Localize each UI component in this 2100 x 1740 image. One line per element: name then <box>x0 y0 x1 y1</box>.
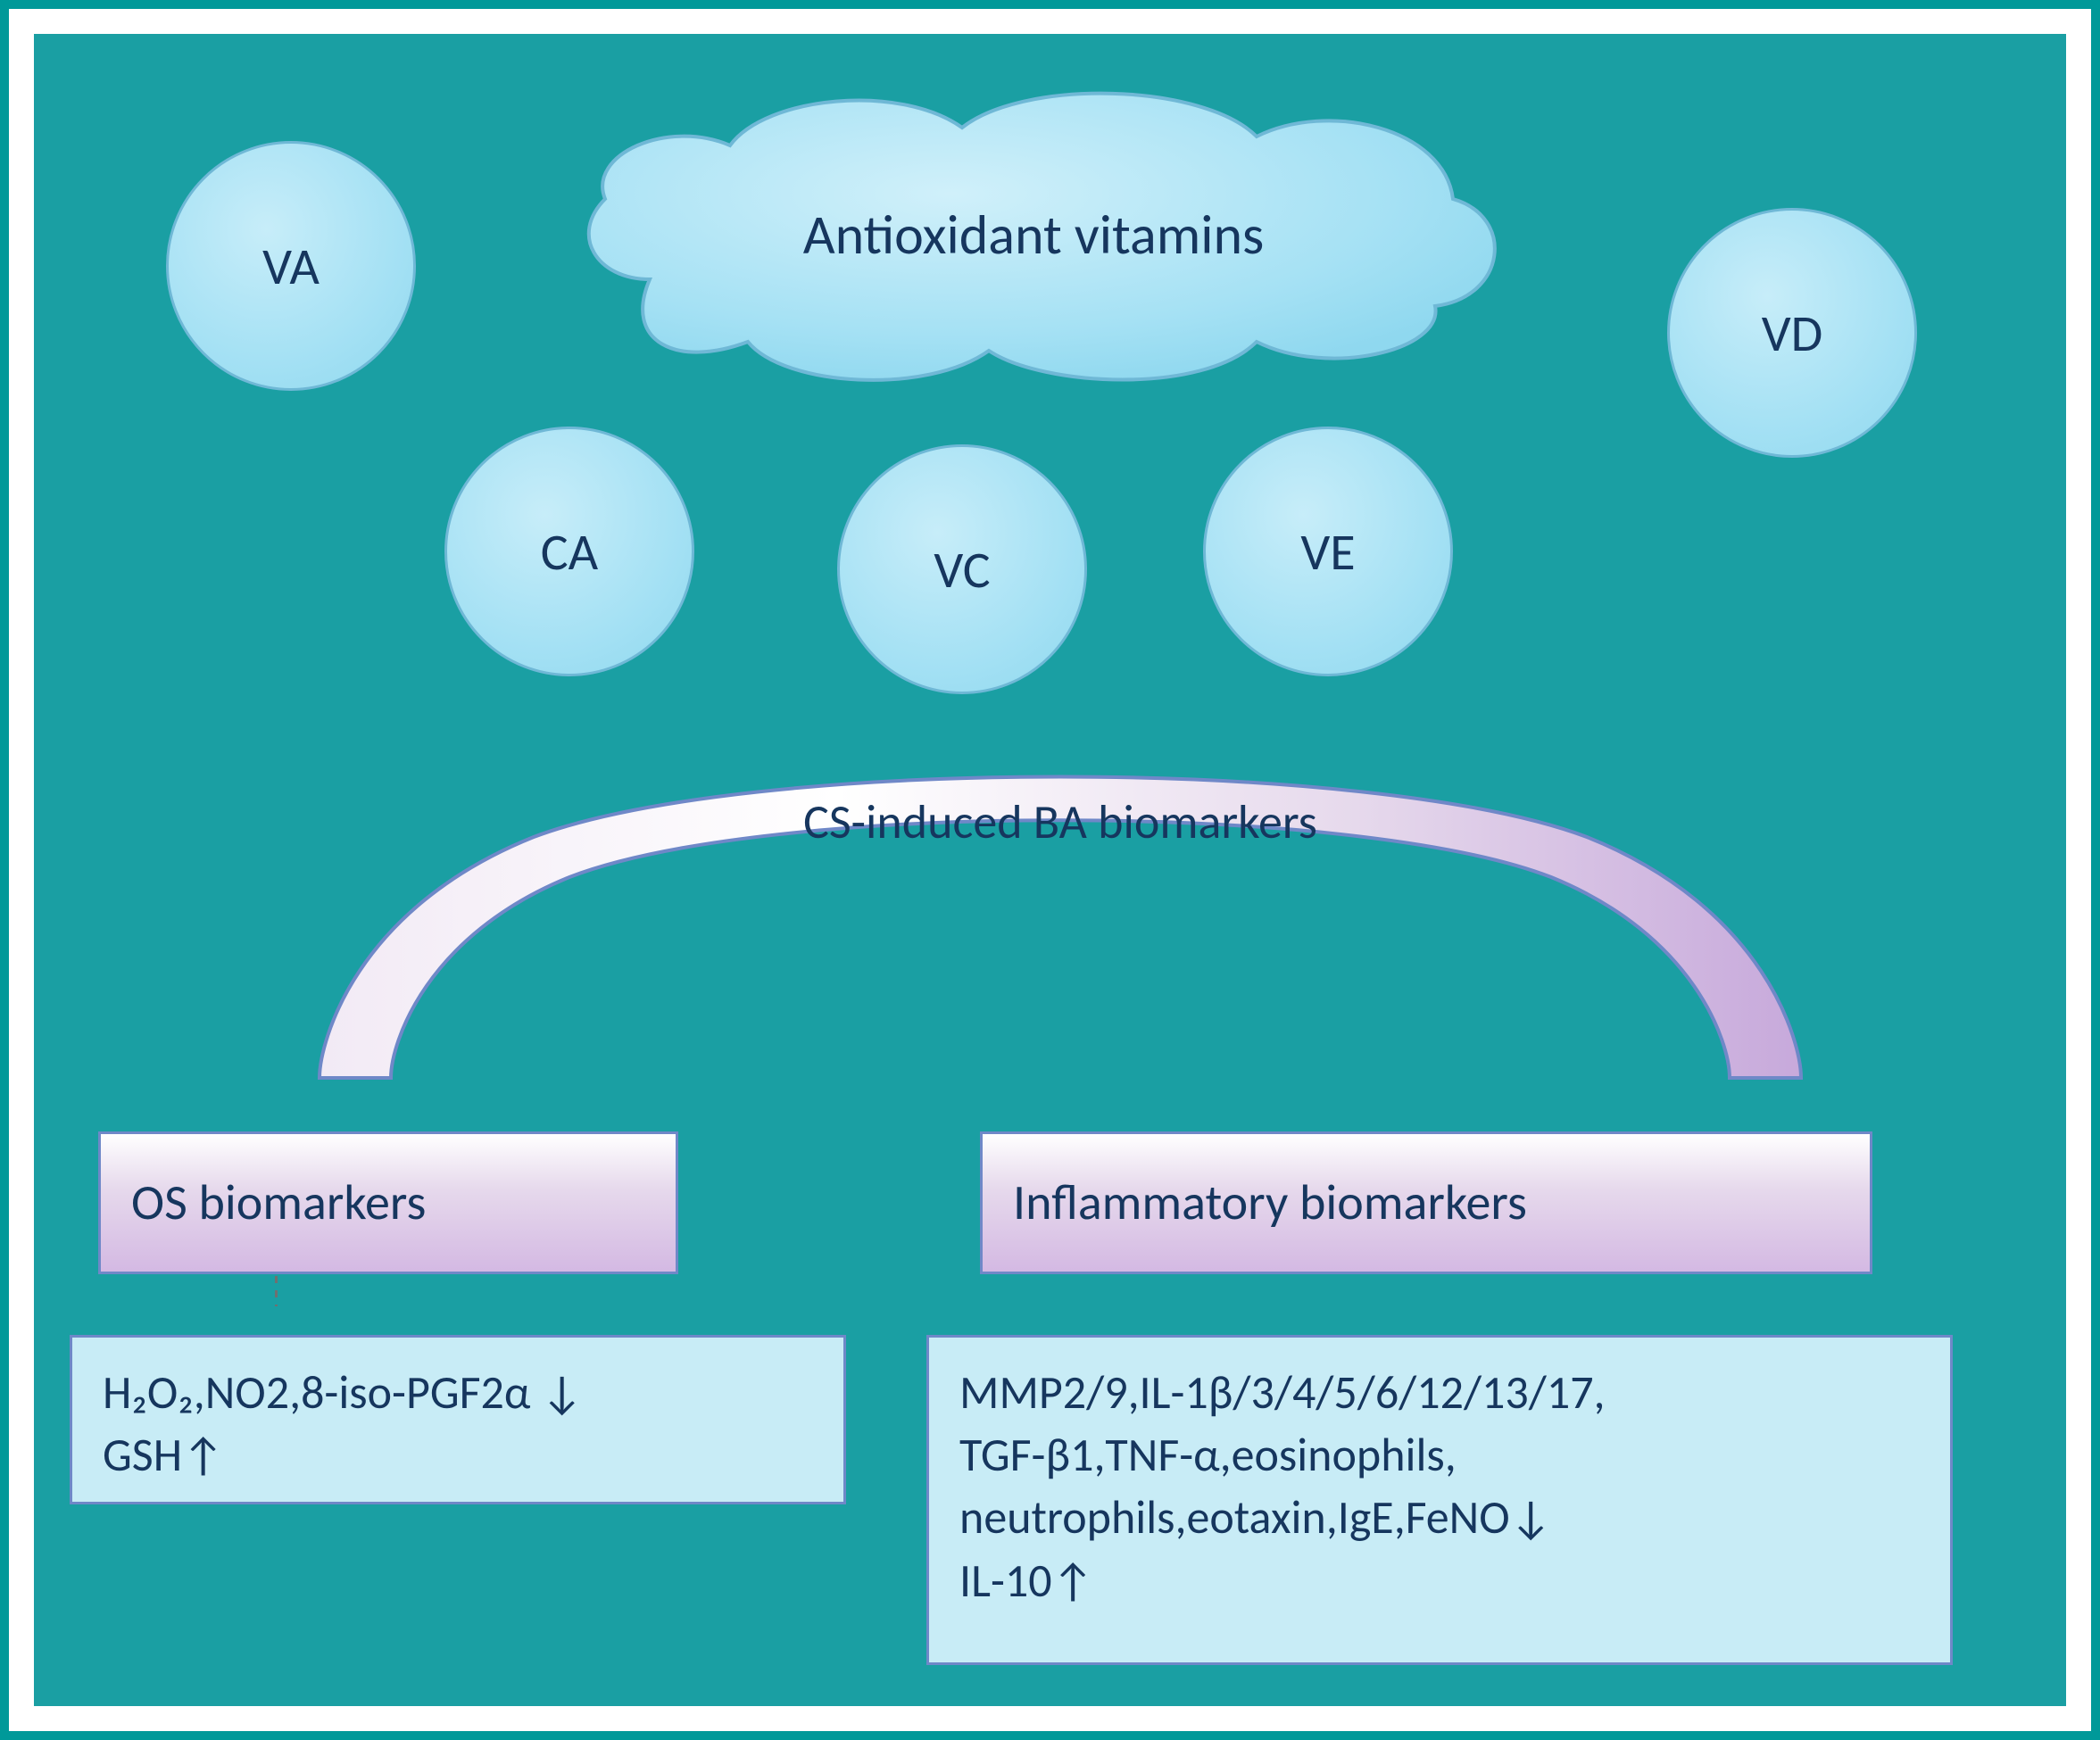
pill-infl: Inflammatory biomarkers <box>980 1131 1872 1274</box>
circle-ve: VE <box>1203 427 1453 676</box>
info-os-line2: GSH↑ <box>103 1423 813 1486</box>
cloud-label: Antioxidant vitamins <box>543 83 1524 386</box>
info-os: H₂O₂,NO2,8-iso-PGF2α ↓ GSH↑ <box>70 1335 846 1504</box>
info-infl-line1: MMP2/9,IL-1β/3/4/5/6/12/13/17, <box>959 1361 1920 1423</box>
circle-vc-label: VC <box>934 538 990 601</box>
pill-infl-label: Inflammatory biomarkers <box>1013 1172 1527 1233</box>
outer-border: Antioxidant vitamins VA VD CA VC VE <box>0 0 2100 1740</box>
circle-vd-label: VD <box>1762 302 1823 365</box>
info-infl: MMP2/9,IL-1β/3/4/5/6/12/13/17, TGF-β1,TN… <box>926 1335 1953 1665</box>
pill-os-label: OS biomarkers <box>131 1172 426 1233</box>
info-os-line1: H₂O₂,NO2,8-iso-PGF2α ↓ <box>103 1361 813 1423</box>
info-infl-line2: TGF-β1,TNF-α,eosinophils, <box>959 1423 1920 1486</box>
circle-ca-label: CA <box>541 520 599 584</box>
diagram-canvas: Antioxidant vitamins VA VD CA VC VE <box>34 34 2066 1706</box>
circle-va-label: VA <box>262 235 320 298</box>
cloud-antioxidant: Antioxidant vitamins <box>543 83 1524 386</box>
connector-dash <box>275 1276 278 1306</box>
arc-label: CS-induced BA biomarkers <box>302 792 1819 851</box>
info-infl-line3: neutrophils,eotaxin,IgE,FeNO↓ <box>959 1486 1920 1548</box>
circle-vc: VC <box>837 444 1087 694</box>
circle-ve-label: VE <box>1300 520 1355 584</box>
info-infl-line4: IL-10↑ <box>959 1549 1920 1612</box>
circle-va: VA <box>166 141 416 391</box>
arc-banner: CS-induced BA biomarkers <box>302 748 1819 1087</box>
circle-vd: VD <box>1667 208 1917 458</box>
pill-os: OS biomarkers <box>98 1131 678 1274</box>
circle-ca: CA <box>444 427 694 676</box>
